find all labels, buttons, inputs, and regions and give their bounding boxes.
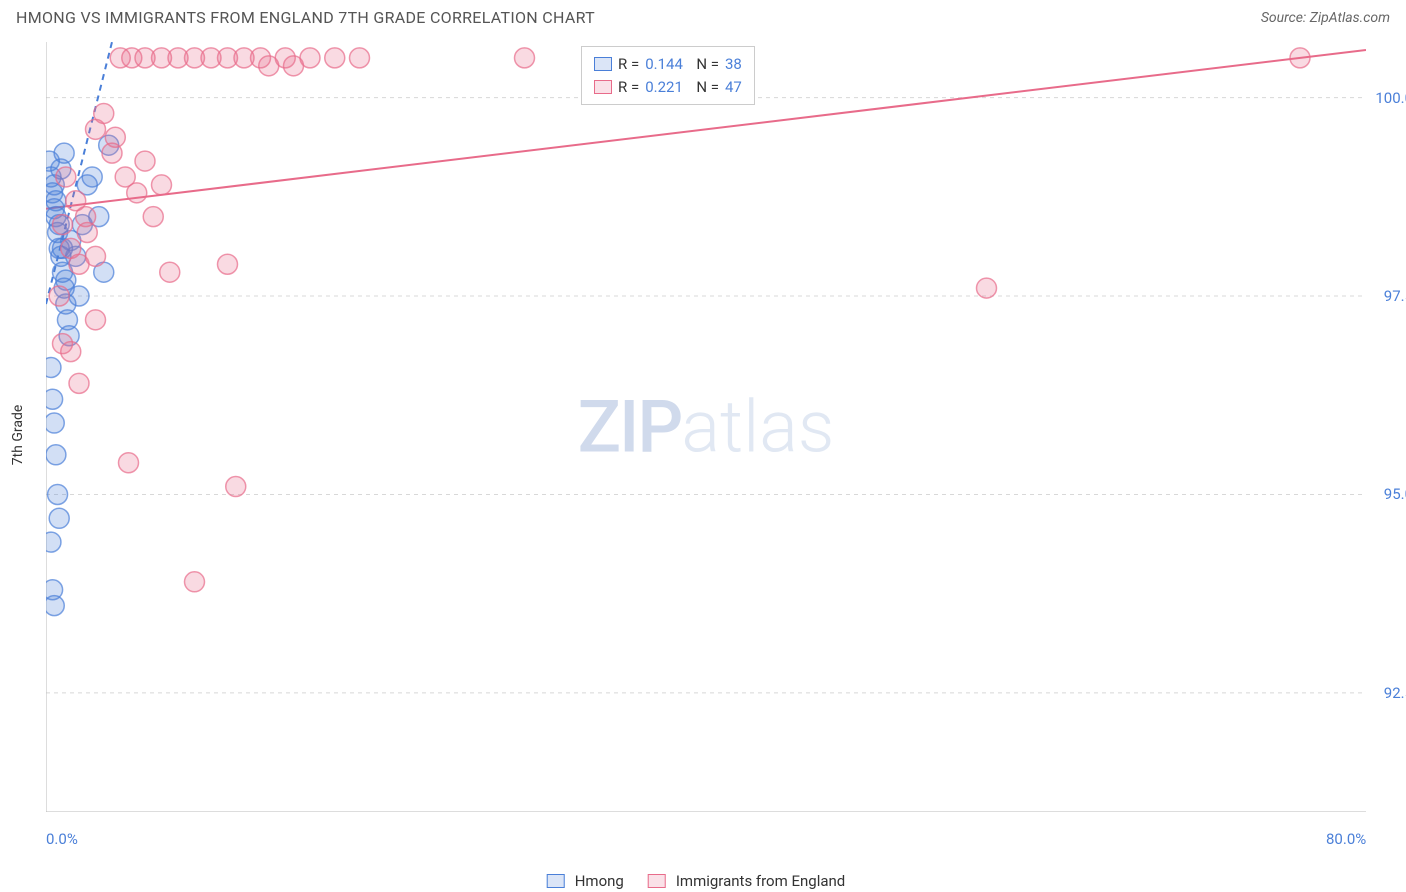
x-tick-label: 80.0% [1326,830,1366,848]
legend-r-value: 0.221 [645,76,683,99]
legend-n-label: N = [689,53,719,76]
y-tick-label: 100.0% [1375,89,1406,107]
source-attribution: Source: ZipAtlas.com [1261,10,1390,26]
chart-container: 7th Grade ZIPatlas R = 0.144 N = 38R = 0… [46,42,1366,812]
y-axis-label: 7th Grade [10,405,26,466]
legend-series-label: Hmong [575,872,624,890]
y-tick-label: 92.5% [1384,684,1406,702]
legend-row: R = 0.144 N = 38 [594,53,742,76]
y-tick-label: 97.5% [1384,287,1406,305]
legend-series-label: Immigrants from England [676,872,845,890]
x-tick-label: 0.0% [46,830,78,848]
legend-r-value: 0.144 [645,53,683,76]
scatter-plot [46,42,1366,812]
legend-r-label: R = [618,53,639,76]
legend-row: R = 0.221 N = 47 [594,76,742,99]
legend-n-label: N = [689,76,719,99]
y-tick-label: 95.0% [1384,485,1406,503]
legend-r-label: R = [618,76,639,99]
legend-n-value: 47 [725,76,742,99]
chart-title: HMONG VS IMMIGRANTS FROM ENGLAND 7TH GRA… [16,8,595,27]
correlation-legend: R = 0.144 N = 38R = 0.221 N = 47 [581,46,755,105]
legend-swatch [648,874,666,888]
bottom-legend: Hmong Immigrants from England [547,872,860,890]
legend-swatch [594,57,612,71]
header: HMONG VS IMMIGRANTS FROM ENGLAND 7TH GRA… [0,0,1406,31]
legend-n-value: 38 [725,53,742,76]
legend-swatch [594,80,612,94]
legend-swatch [547,874,565,888]
